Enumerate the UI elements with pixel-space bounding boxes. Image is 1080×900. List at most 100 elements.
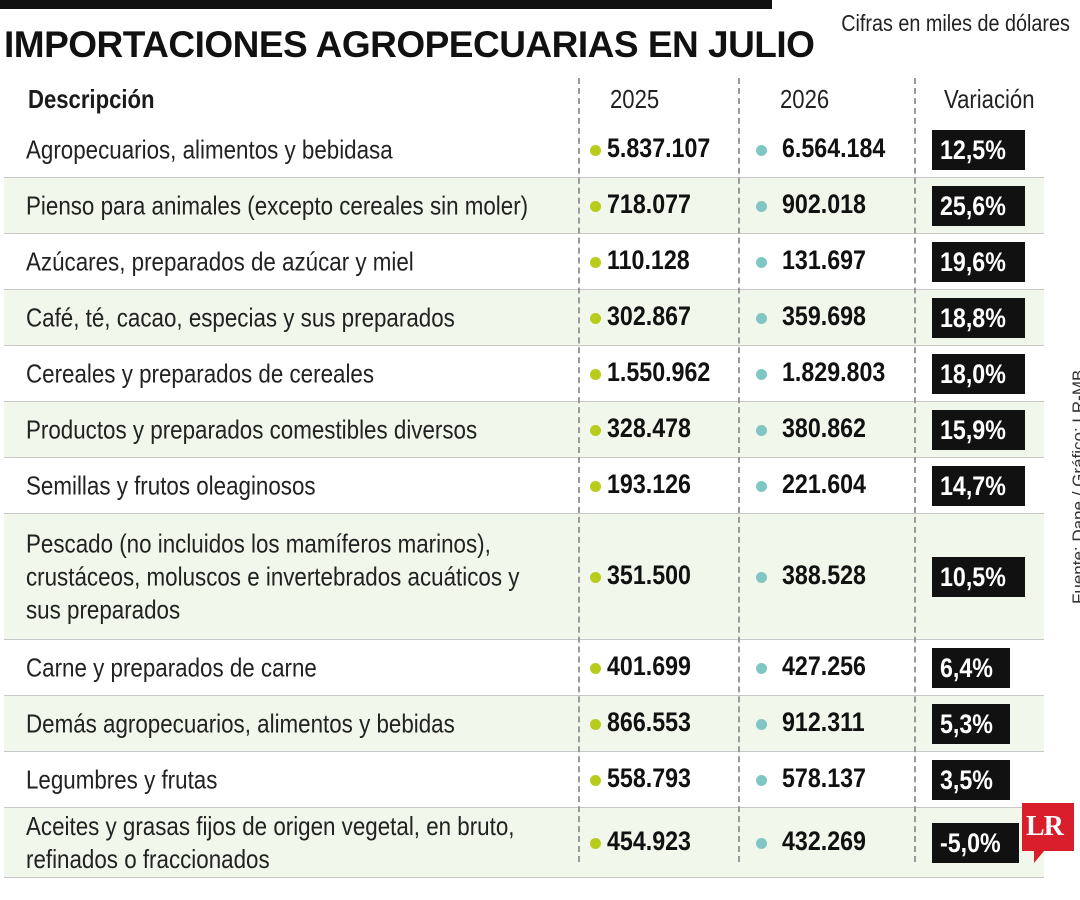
value-2026: 131.697 [782, 244, 866, 275]
variation-badge: 15,9% [932, 409, 1025, 450]
series-2025-dot [590, 200, 601, 212]
header-year-2025: 2025 [610, 84, 660, 114]
value-2026: 221.604 [782, 468, 866, 499]
table-row: Azúcares, preparados de azúcar y miel 110… [4, 234, 1044, 290]
top-rule [0, 0, 772, 9]
table-row: Aceites y grasas fijos de origen vegetal… [4, 808, 1044, 878]
lr-logo: LR [1022, 803, 1074, 863]
series-2026-dot [756, 312, 767, 324]
table-row: Café, té, cacao, especias y sus preparad… [4, 290, 1044, 346]
series-2026-dot [756, 480, 767, 492]
value-2025: 401.699 [607, 650, 691, 681]
variation-badge: -5,0% [932, 822, 1019, 863]
logo-tail [1034, 851, 1044, 863]
value-2025: 558.793 [607, 762, 691, 793]
table-row: Demás agropecuarios, alimentos y bebidas… [4, 696, 1044, 752]
variation-badge: 25,6% [932, 185, 1025, 226]
value-2026: 578.137 [782, 762, 866, 793]
value-2026: 912.311 [782, 706, 865, 737]
variation-badge: 6,4% [932, 647, 1010, 688]
series-2025-dot [590, 424, 601, 436]
series-2026-dot [756, 200, 767, 212]
value-2025: 866.553 [607, 706, 691, 737]
header-description: Descripción [28, 84, 155, 114]
table-row: Semillas y frutos oleaginosos 193.126 221.… [4, 458, 1044, 514]
value-2026: 1.829.803 [782, 356, 886, 387]
variation-value: 19,6% [940, 246, 1006, 277]
variation-value: 3,5% [940, 764, 993, 795]
column-divider [738, 78, 740, 862]
table-body: Agropecuarios, alimentos y bebidasa 5.837… [4, 122, 1044, 878]
series-2025-dot [590, 312, 601, 324]
series-2025-dot [590, 144, 601, 156]
row-description: Demás agropecuarios, alimentos y bebidas [26, 708, 455, 738]
variation-badge: 3,5% [932, 759, 1010, 800]
row-description: Productos y preparados comestibles diver… [26, 414, 478, 444]
series-2026-dot [756, 774, 767, 786]
series-2026-dot [756, 718, 767, 730]
table-row: Pescado (no incluidos los mamíferos mari… [4, 514, 1044, 640]
variation-badge: 18,0% [932, 353, 1025, 394]
header-variation: Variación [944, 84, 1035, 114]
series-2026-dot [756, 837, 767, 849]
column-divider [914, 78, 916, 862]
table-row: Productos y preparados comestibles diver… [4, 402, 1044, 458]
variation-value: 14,7% [940, 470, 1006, 501]
row-description: Agropecuarios, alimentos y bebidasa [26, 134, 393, 164]
value-2026: 427.256 [782, 650, 866, 681]
variation-value: 12,5% [940, 134, 1006, 165]
row-description: Semillas y frutos oleaginosos [26, 470, 316, 500]
row-description: Carne y preparados de carne [26, 652, 317, 682]
value-2025: 5.837.107 [607, 132, 711, 163]
variation-value: 15,9% [940, 414, 1006, 445]
value-2025: 454.923 [607, 825, 691, 856]
logo-text: LR [1026, 811, 1064, 842]
variation-badge: 14,7% [932, 465, 1025, 506]
column-divider [578, 78, 580, 862]
variation-badge: 12,5% [932, 129, 1025, 170]
value-2025: 193.126 [607, 468, 691, 499]
series-2025-dot [590, 837, 601, 849]
value-2025: 1.550.962 [607, 356, 711, 387]
series-2026-dot [756, 368, 767, 380]
variation-value: -5,0% [940, 827, 1001, 858]
value-2026: 359.698 [782, 300, 866, 331]
table-header: Descripción 2025 2026 Variación [4, 78, 1044, 122]
data-table: Descripción 2025 2026 Variación Agropecu… [4, 78, 1044, 878]
variation-value: 5,3% [940, 708, 993, 739]
header-year-2026: 2026 [780, 84, 830, 114]
value-2025: 302.867 [607, 300, 691, 331]
variation-value: 18,0% [940, 358, 1006, 389]
variation-badge: 10,5% [932, 556, 1025, 597]
series-2025-dot [590, 662, 601, 674]
table-row: Agropecuarios, alimentos y bebidasa 5.837… [4, 122, 1044, 178]
series-2026-dot [756, 662, 767, 674]
source-credit: Fuente: Dane / Gráfico: LR-MB [1069, 369, 1080, 604]
series-2025-dot [590, 571, 601, 583]
value-2026: 432.269 [782, 825, 866, 856]
row-description: Legumbres y frutas [26, 764, 218, 794]
units-note: Cifras en miles de dólares [841, 10, 1070, 36]
variation-value: 18,8% [940, 302, 1006, 333]
value-2026: 388.528 [782, 559, 866, 590]
value-2025: 328.478 [607, 412, 691, 443]
value-2026: 6.564.184 [782, 132, 886, 163]
variation-value: 10,5% [940, 561, 1006, 592]
series-2025-dot [590, 774, 601, 786]
series-2025-dot [590, 480, 601, 492]
value-2025: 351.500 [607, 559, 691, 590]
value-2026: 902.018 [782, 188, 866, 219]
variation-badge: 18,8% [932, 297, 1025, 338]
variation-badge: 5,3% [932, 703, 1010, 744]
chart-title: IMPORTACIONES AGROPECUARIAS EN JULIO [4, 24, 815, 65]
series-2026-dot [756, 571, 767, 583]
series-2026-dot [756, 424, 767, 436]
variation-value: 6,4% [940, 652, 993, 683]
variation-value: 25,6% [940, 190, 1006, 221]
series-2025-dot [590, 718, 601, 730]
value-2025: 110.128 [607, 244, 690, 275]
table-row: Cereales y preparados de cereales 1.550.9… [4, 346, 1044, 402]
table-row: Pienso para animales (excepto cereales s… [4, 178, 1044, 234]
row-description: Aceites y grasas fijos de origen vegetal… [26, 810, 515, 874]
series-2026-dot [756, 256, 767, 268]
